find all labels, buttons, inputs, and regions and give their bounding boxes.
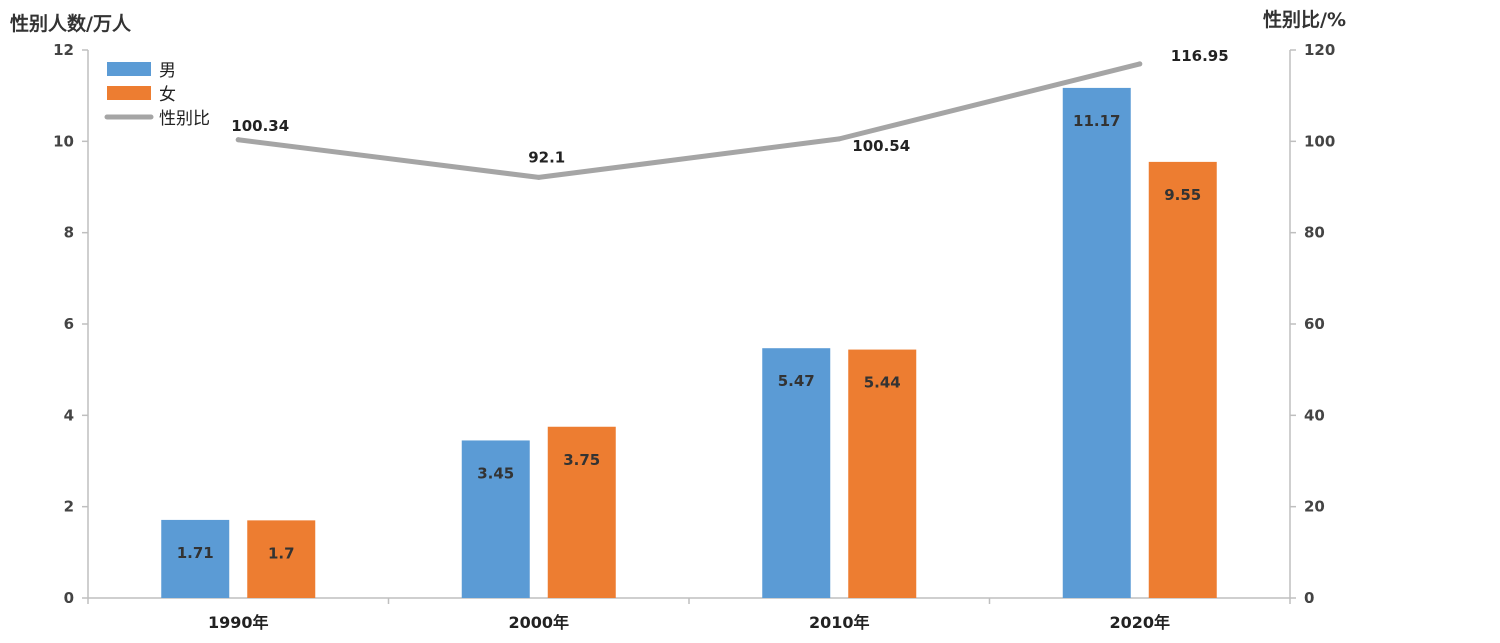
sex-ratio-label: 92.1 <box>528 148 565 166</box>
sex-ratio-point <box>235 137 241 143</box>
sex-ratio-line-group: 100.34 92.1 100.54 116.95 <box>231 47 1229 180</box>
sex-ratio-label: 116.95 <box>1171 47 1229 65</box>
bar-value-label: 3.45 <box>477 464 514 482</box>
left-tick-label: 10 <box>53 132 74 150</box>
right-tick-label: 100 <box>1304 132 1335 150</box>
legend-label: 男 <box>159 61 176 81</box>
bar-value-label: 9.55 <box>1164 186 1201 204</box>
bar-男 <box>1062 87 1131 599</box>
bar-男 <box>161 519 230 598</box>
left-tick-label: 4 <box>64 406 74 424</box>
legend-label: 性别比 <box>159 109 210 129</box>
bar-男 <box>461 440 530 598</box>
right-tick-label: 80 <box>1304 224 1325 242</box>
sex-ratio-point <box>536 174 542 180</box>
bars: 1.71 3.45 5.47 11.17 1.7 3.75 5.44 9.55 <box>161 87 1217 599</box>
sex-ratio-point <box>1137 61 1143 67</box>
left-axis-title: 性别人数/万人 <box>10 12 132 35</box>
left-tick-label: 0 <box>64 589 74 607</box>
legend-label: 女 <box>159 85 176 105</box>
bar-女 <box>547 426 616 598</box>
right-axis-title: 性别比/% <box>1263 8 1346 31</box>
sex-ratio-line <box>235 61 1143 180</box>
right-tick-label: 120 <box>1304 41 1335 59</box>
left-tick-label: 6 <box>64 315 74 333</box>
left-tick-label: 8 <box>64 224 74 242</box>
legend-swatch-女 <box>107 86 151 100</box>
sex-ratio-label: 100.34 <box>231 117 289 135</box>
bar-value-label: 5.47 <box>778 372 815 390</box>
bar-女 <box>247 520 316 598</box>
bar-女 <box>848 349 917 598</box>
right-tick-label: 20 <box>1304 498 1325 516</box>
x-tick-label: 1990年 <box>208 613 269 632</box>
bar-value-label: 1.71 <box>177 544 214 562</box>
sex-ratio-label: 100.54 <box>852 137 910 155</box>
bar-男 <box>762 348 831 598</box>
bar-value-label: 5.44 <box>864 374 901 392</box>
bar-value-label: 1.7 <box>268 544 295 562</box>
right-tick-label: 40 <box>1304 406 1325 424</box>
right-tick-label: 0 <box>1304 589 1314 607</box>
x-tick-label: 2020年 <box>1109 613 1170 632</box>
bar-value-label: 3.75 <box>563 451 600 469</box>
x-tick-label: 2010年 <box>809 613 870 632</box>
legend-swatch-男 <box>107 62 151 76</box>
right-tick-label: 60 <box>1304 315 1325 333</box>
sex-ratio-point <box>836 136 842 142</box>
left-tick-label: 2 <box>64 498 74 516</box>
x-tick-label: 2000年 <box>508 613 569 632</box>
left-tick-label: 12 <box>53 41 74 59</box>
bar-女 <box>1148 161 1217 598</box>
bar-value-label: 11.17 <box>1073 112 1120 130</box>
